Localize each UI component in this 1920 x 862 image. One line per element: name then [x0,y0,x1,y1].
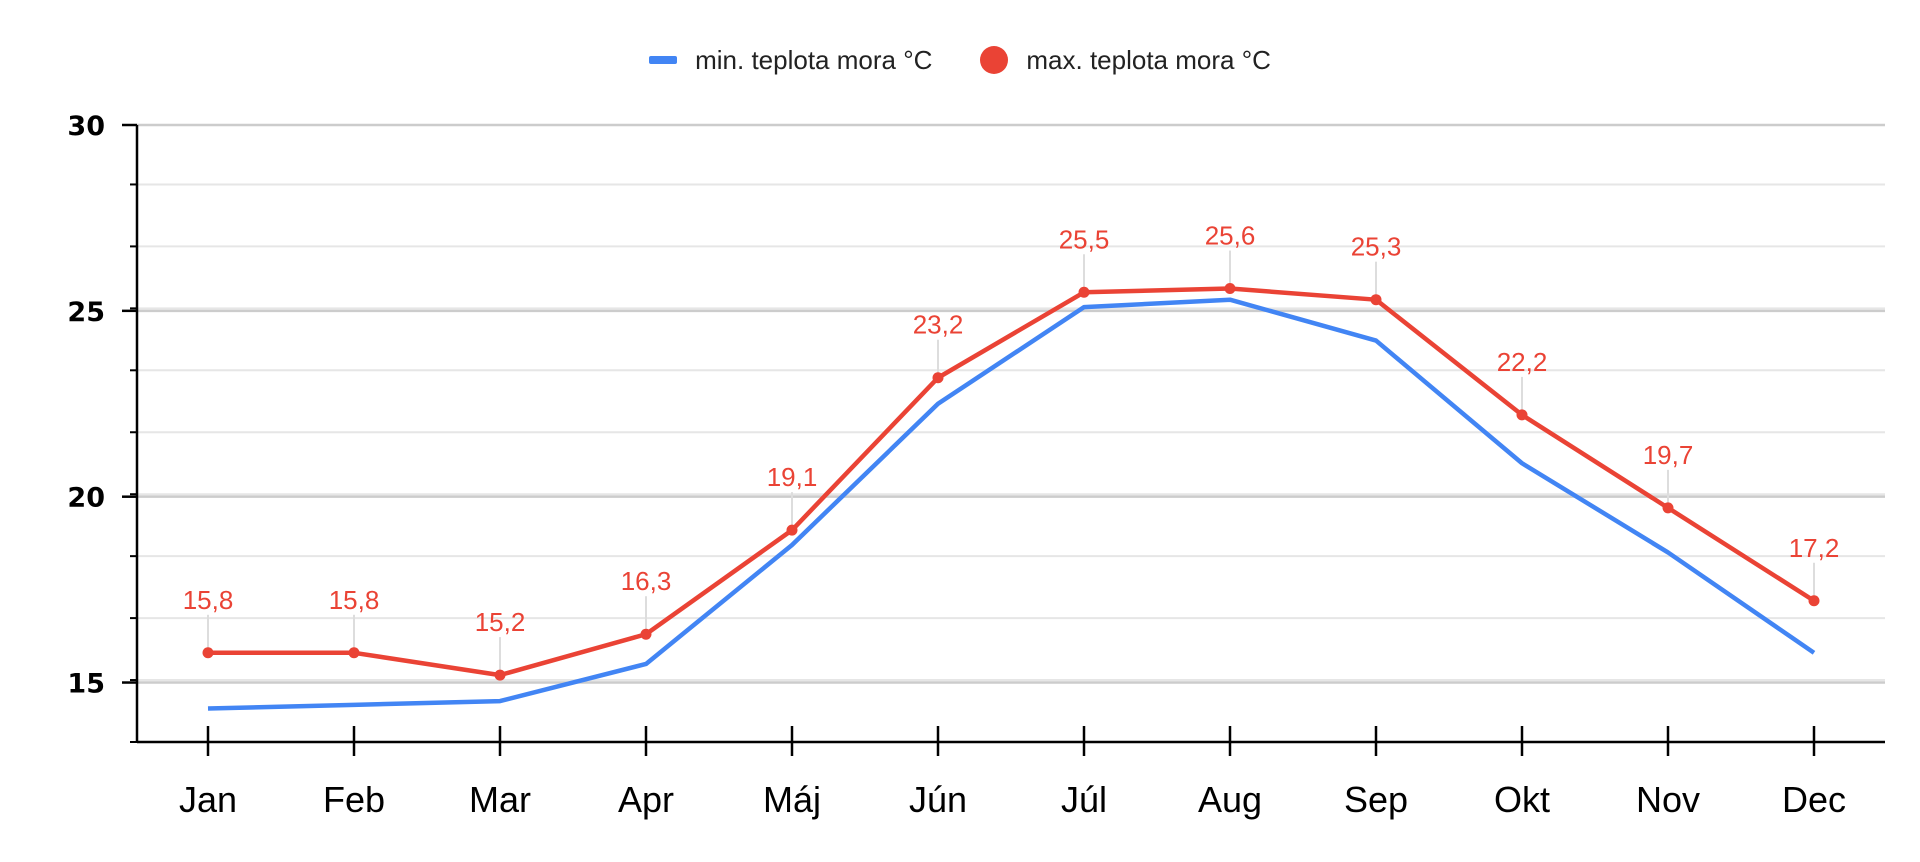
max-temp-point [494,669,506,681]
legend-max-swatch [980,46,1009,74]
data-label: 23,2 [913,310,964,340]
max-temp-point [1516,409,1528,421]
max-temp-point [348,647,360,659]
max-temp-point [1662,502,1674,514]
data-label: 25,3 [1351,232,1402,262]
data-label: 19,7 [1643,440,1694,470]
x-tick-label: Feb [323,779,385,820]
data-label: 15,8 [183,585,234,615]
max-temp-point [1078,286,1090,298]
x-tick-label: Mar [469,779,531,820]
data-label: 25,5 [1059,224,1110,254]
x-tick-label: Aug [1198,779,1262,820]
y-tick-label: 30 [67,111,105,142]
max-temp-point [1808,595,1820,607]
max-temp-point [640,628,652,640]
data-label: 15,8 [329,585,380,615]
legend-min-label: min. teplota mora °C [695,44,933,75]
max-temp-point [932,372,944,384]
x-tick-label: Apr [618,779,674,820]
legend-max-label: max. teplota mora °C [1026,44,1271,75]
legend-item-min[interactable]: min. teplota mora °C [649,45,932,76]
legend-item-max[interactable]: max. teplota mora °C [980,45,1271,76]
data-label: 19,1 [767,462,818,492]
x-tick-label: Jún [909,779,967,820]
max-temp-point [1370,294,1382,306]
x-tick-label: Nov [1636,779,1700,820]
chart-legend: min. teplota mora °C max. teplota mora °… [0,40,1920,80]
max-temp-point [1224,283,1236,295]
data-label: 17,2 [1789,533,1840,563]
x-tick-label: Okt [1494,779,1550,820]
max-temp-point [202,647,214,659]
x-tick-label: Dec [1782,779,1846,820]
data-label: 16,3 [621,566,672,596]
x-tick-label: Sep [1344,779,1408,820]
max-temp-line [208,286,1816,678]
y-tick-label: 25 [67,297,105,328]
legend-min-swatch [649,56,678,64]
min-temp-line [207,297,1816,711]
x-tick-label: Jan [179,779,237,820]
y-tick-label: 20 [67,483,105,514]
y-tick-label: 15 [67,669,105,700]
x-tick-label: Máj [763,779,821,820]
data-label: 15,2 [475,607,526,637]
data-label: 22,2 [1497,347,1548,377]
data-label: 25,6 [1205,221,1256,251]
x-tick-label: Júl [1061,779,1107,820]
max-temp-point [786,524,798,536]
